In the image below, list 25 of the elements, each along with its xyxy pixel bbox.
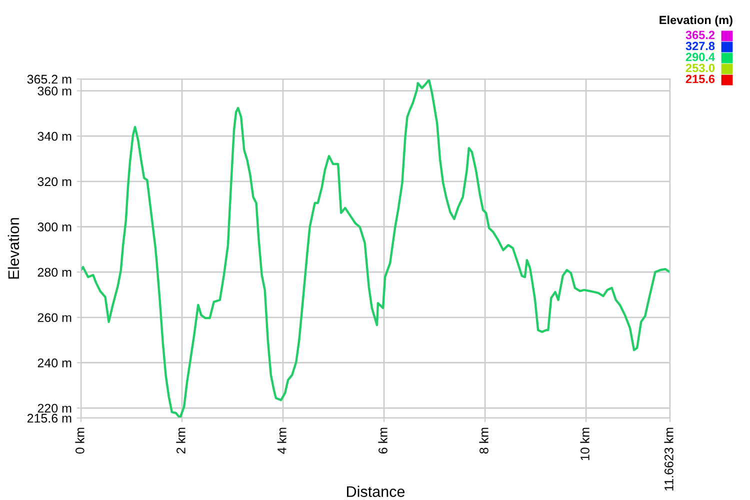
color-bar-label: 365.2 — [686, 30, 715, 40]
x-tick-label: 2 km — [176, 428, 186, 454]
x-tick-label: 6 km — [378, 428, 388, 454]
color-bar-label: 327.8 — [686, 42, 715, 50]
x-tick-label: 0 km — [75, 428, 84, 454]
y-tick-label: 340 m — [38, 132, 72, 141]
y-tick-label: 240 m — [38, 358, 72, 368]
y-tick-label: 365.2 m — [27, 74, 72, 84]
y-tick-label: 360 m — [38, 86, 72, 96]
y-tick-label: 220 m — [38, 404, 72, 413]
y-tick-label: 320 m — [38, 177, 72, 186]
x-tick-label: 4 km — [277, 428, 286, 454]
color-bar-label: 215.6 — [686, 74, 715, 84]
x-tick-label: 11.6623 km — [664, 428, 674, 490]
y-tick-label: 300 m — [38, 222, 72, 232]
y-tick-label: 280 m — [38, 268, 72, 277]
y-tick-label: 260 m — [38, 313, 72, 322]
y-axis-title: Elevation — [8, 218, 20, 279]
x-tick-label: 8 km — [479, 428, 488, 454]
x-axis-title: Distance — [347, 486, 405, 498]
color-bar-label: 290.4 — [686, 52, 715, 62]
color-bar-label: 253.0 — [686, 64, 715, 72]
x-tick-label: 10 km — [580, 428, 590, 460]
y-tick-label: 215.6 m — [27, 414, 72, 423]
color-bar-title: Elevation (m) — [660, 16, 732, 26]
